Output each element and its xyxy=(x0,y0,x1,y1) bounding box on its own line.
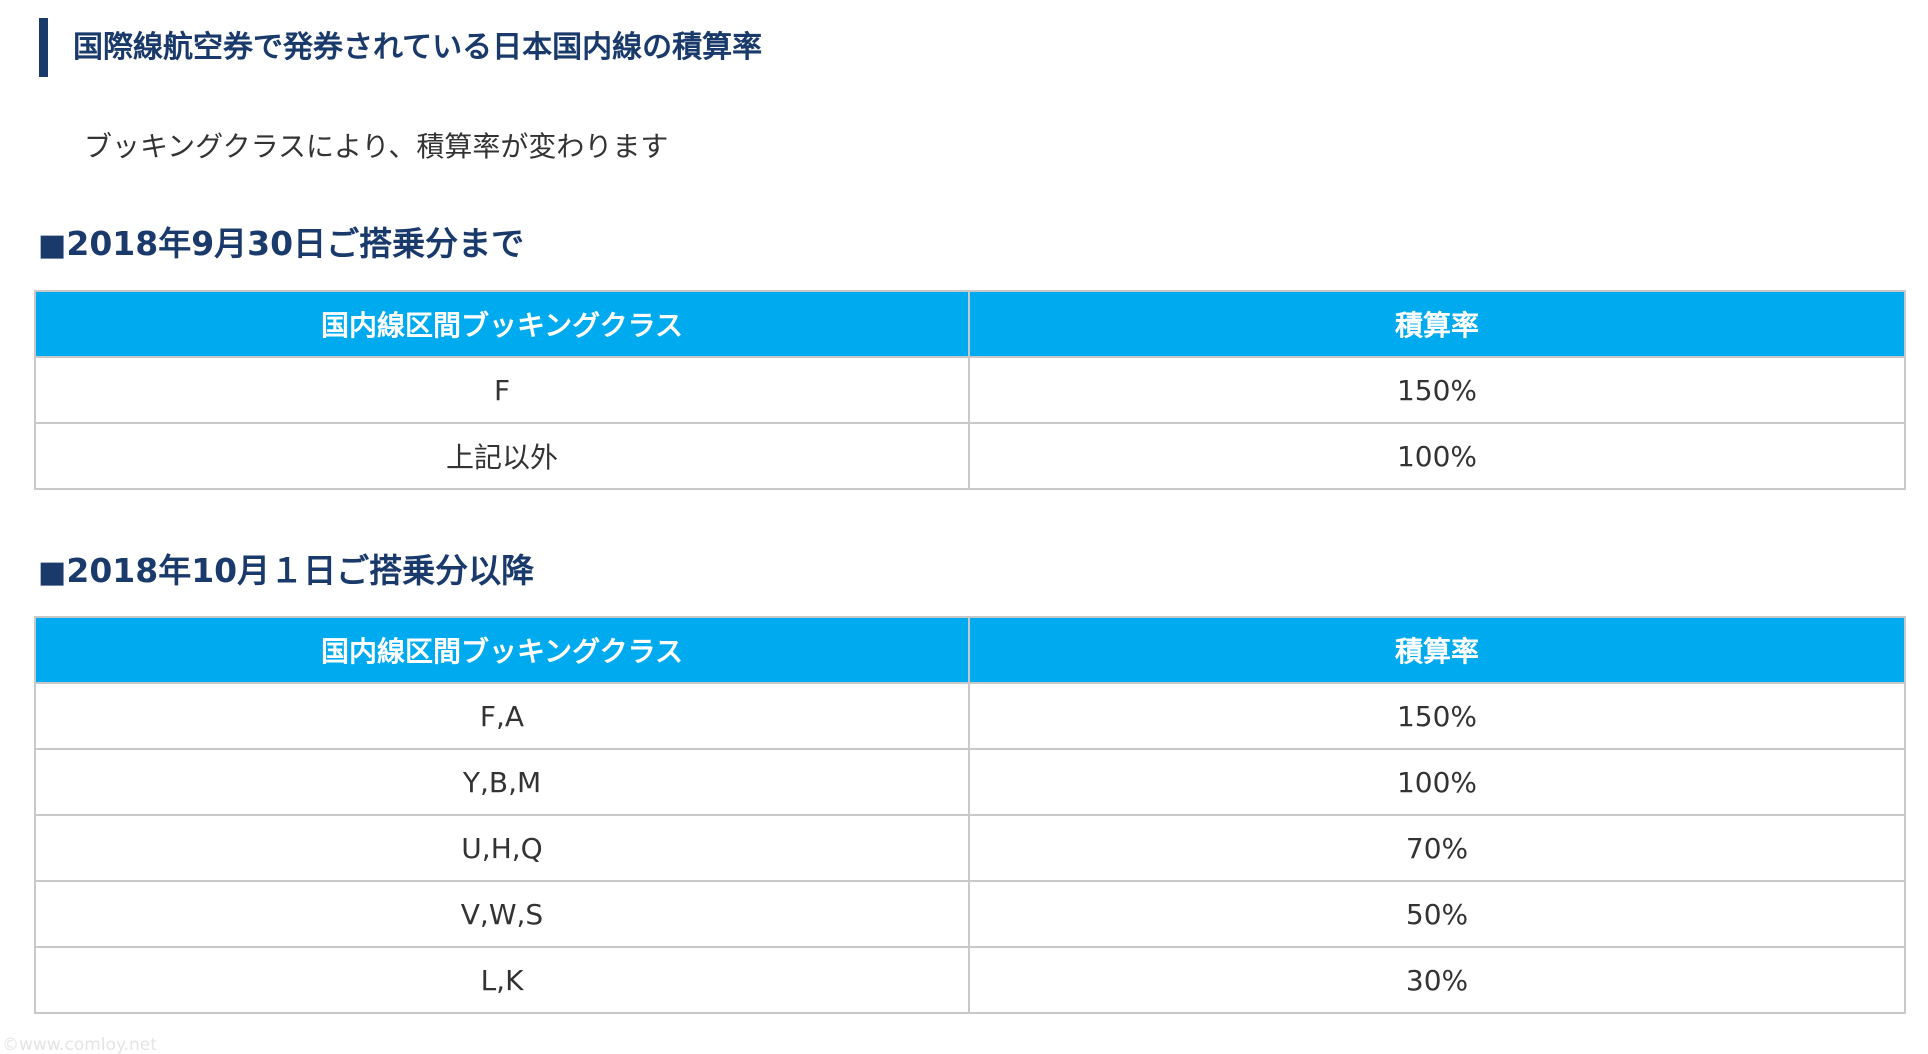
accrual-rate-cell: 70% xyxy=(968,814,1906,882)
accrual-rate-cell: 50% xyxy=(968,880,1906,948)
booking-class-cell: U,H,Q xyxy=(34,814,970,882)
table-header-row: 国内線区間ブッキングクラス 積算率 xyxy=(34,290,1906,358)
header-accrual-rate: 積算率 xyxy=(968,616,1906,684)
booking-class-cell: Y,B,M xyxy=(34,748,970,816)
table-row: V,W,S 50% xyxy=(34,880,1906,948)
square-bullet-icon: ■ xyxy=(38,228,67,263)
booking-class-cell: L,K xyxy=(34,946,970,1014)
accrual-rate-cell: 30% xyxy=(968,946,1906,1014)
booking-class-cell: V,W,S xyxy=(34,880,970,948)
table-header-row: 国内線区間ブッキングクラス 積算率 xyxy=(34,616,1906,684)
table-row: F 150% xyxy=(34,356,1906,424)
booking-class-cell: 上記以外 xyxy=(34,422,970,490)
accrual-rate-cell: 100% xyxy=(968,748,1906,816)
period-heading-until-2018-09-30: ■2018年9月30日ご搭乗分まで xyxy=(38,219,524,271)
table-row: U,H,Q 70% xyxy=(34,814,1906,882)
table-row: Y,B,M 100% xyxy=(34,748,1906,816)
table-row: 上記以外 100% xyxy=(34,422,1906,490)
table-row: L,K 30% xyxy=(34,946,1906,1014)
accrual-rate-table-until-2018-09-30: 国内線区間ブッキングクラス 積算率 F 150% 上記以外 100% xyxy=(34,290,1906,490)
period-title: 2018年10月１日ご搭乗分以降 xyxy=(66,551,535,590)
accrual-rate-cell: 100% xyxy=(968,422,1906,490)
square-bullet-icon: ■ xyxy=(38,555,67,590)
booking-class-cell: F xyxy=(34,356,970,424)
accrual-rate-cell: 150% xyxy=(968,682,1906,750)
watermark: ©www.comloy.net xyxy=(2,1035,157,1054)
accrual-rate-table-from-2018-10-01: 国内線区間ブッキングクラス 積算率 F,A 150% Y,B,M 100% U,… xyxy=(34,616,1906,1014)
accrual-rate-cell: 150% xyxy=(968,356,1906,424)
period-title: 2018年9月30日ご搭乗分まで xyxy=(66,224,525,263)
header-accrual-rate: 積算率 xyxy=(968,290,1906,358)
section-heading: 国際線航空券で発券されている日本国内線の積算率 xyxy=(39,18,762,77)
header-booking-class: 国内線区間ブッキングクラス xyxy=(34,616,970,684)
table-row: F,A 150% xyxy=(34,682,1906,750)
header-booking-class: 国内線区間ブッキングクラス xyxy=(34,290,970,358)
period-heading-from-2018-10-01: ■2018年10月１日ご搭乗分以降 xyxy=(38,546,534,598)
intro-text: ブッキングクラスにより、積算率が変わります xyxy=(84,130,669,163)
booking-class-cell: F,A xyxy=(34,682,970,750)
